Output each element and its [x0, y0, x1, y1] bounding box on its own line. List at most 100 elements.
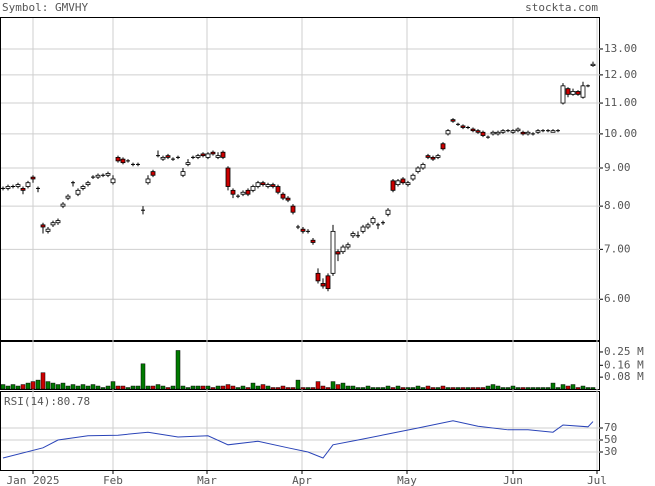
- volume-bar: [20, 384, 26, 390]
- candle-body: [115, 156, 121, 162]
- volume-bar: [470, 387, 476, 390]
- candle-body: [300, 228, 306, 232]
- candle-body: [565, 88, 571, 95]
- volume-bar: [115, 385, 121, 390]
- volume-bar: [130, 385, 136, 390]
- volume-bar: [535, 387, 541, 390]
- candle-body: [420, 164, 426, 169]
- candle-body: [50, 222, 56, 226]
- candle-body: [385, 209, 391, 215]
- candle-body: [310, 239, 316, 243]
- panel-frame: [0, 17, 600, 341]
- volume-bar: [85, 385, 91, 390]
- volume-bar: [550, 382, 556, 390]
- volume-bar: [315, 381, 321, 390]
- volume-bar: [530, 387, 536, 390]
- y-tick-label: 6.00: [604, 292, 631, 305]
- candle-body: [415, 167, 421, 173]
- volume-bar: [560, 384, 566, 390]
- candle-body: [410, 174, 416, 180]
- candle-body: [345, 244, 351, 248]
- candle-body: [370, 218, 376, 224]
- candle-body: [150, 171, 156, 176]
- volume-bar: [30, 381, 36, 390]
- candle-body: [435, 155, 441, 158]
- candle-body: [145, 178, 151, 184]
- candle-body: [45, 228, 51, 232]
- volume-bar: [365, 385, 371, 390]
- rsi-value: 80.78: [57, 395, 90, 408]
- chart-title: Symbol: GMVHY: [2, 1, 88, 14]
- volume-bar: [440, 385, 446, 390]
- candle-body: [500, 130, 506, 133]
- candle-body: [570, 91, 576, 95]
- candle-body: [320, 283, 326, 287]
- y-tick-label: 11.00: [604, 96, 637, 109]
- x-tick-label: May: [397, 474, 417, 486]
- volume-bar: [25, 382, 31, 390]
- volume-bar: [330, 381, 336, 390]
- candle-body: [560, 85, 566, 104]
- candle-body: [470, 128, 476, 132]
- y-tick-label: 0.08 M: [604, 370, 644, 383]
- candle-body: [255, 182, 261, 187]
- candle-body: [520, 131, 526, 135]
- candle-body: [535, 130, 541, 133]
- candle-body: [575, 91, 581, 95]
- candle-body: [360, 226, 366, 232]
- volume-bar: [505, 387, 511, 390]
- volume-bar: [190, 385, 196, 390]
- volume-bar: [240, 385, 246, 390]
- candle-body: [180, 171, 186, 176]
- panel-frame: [0, 391, 600, 471]
- rsi-label: RSI(14):: [4, 395, 57, 408]
- volume-bar: [525, 387, 531, 390]
- volume-bar: [405, 387, 411, 390]
- candle-body: [40, 224, 46, 228]
- volume-bar: [15, 385, 21, 390]
- volume-bar: [285, 387, 291, 390]
- volume-bar: [465, 387, 471, 390]
- candle-body: [495, 131, 501, 135]
- volume-bar: [540, 387, 546, 390]
- volume-bar: [175, 350, 181, 390]
- volume-bar: [335, 384, 341, 390]
- volume-bar: [430, 387, 436, 390]
- candle-body: [340, 246, 346, 253]
- candle-body: [440, 143, 446, 150]
- volume-bar: [195, 385, 201, 390]
- y-tick-label: 13.00: [604, 42, 637, 55]
- y-tick-label: 12.00: [604, 68, 637, 81]
- candle-body: [550, 130, 556, 133]
- y-tick-label: 0.16 M: [604, 358, 644, 371]
- volume-bar: [250, 382, 256, 390]
- volume-bar: [215, 385, 221, 390]
- candle-body: [515, 128, 521, 132]
- candle-body: [510, 130, 516, 133]
- volume-bar: [375, 387, 381, 390]
- candle-body: [280, 193, 286, 199]
- volume-bar: [490, 384, 496, 390]
- volume-bar: [425, 385, 431, 390]
- volume-bar: [475, 387, 481, 390]
- volume-bar: [380, 387, 386, 390]
- candle-body: [20, 188, 26, 191]
- volume-bar: [5, 385, 11, 390]
- candle-body: [220, 151, 226, 158]
- volume-bar: [180, 385, 186, 390]
- candle-body: [110, 178, 116, 184]
- volume-bar: [140, 363, 146, 390]
- volume-bar: [95, 385, 101, 390]
- candle-body: [405, 182, 411, 186]
- candle-body: [580, 85, 586, 98]
- candle-body: [185, 162, 191, 165]
- volume-bar: [360, 387, 366, 390]
- candle-body: [60, 203, 66, 207]
- volume-bar: [485, 385, 491, 390]
- volume-bar: [400, 387, 406, 390]
- panel-frame: [0, 341, 600, 390]
- y-tick-label: 50: [604, 433, 617, 446]
- volume-bar: [165, 387, 171, 390]
- candle-body: [365, 224, 371, 228]
